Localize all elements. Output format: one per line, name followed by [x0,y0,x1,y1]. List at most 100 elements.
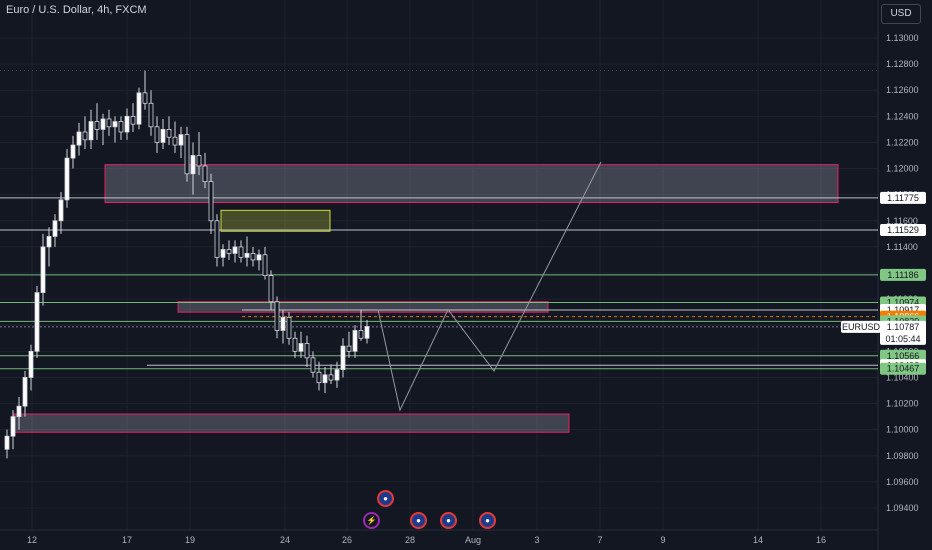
zone-rect [220,209,331,232]
x-tick-label: 17 [122,535,132,545]
candle-body [166,128,172,138]
candle-body [190,155,196,175]
candle-body [148,102,154,128]
candle-body [136,92,142,125]
candle-body [112,121,118,128]
y-tick-label: 1.12200 [886,137,919,147]
y-tick-label: 1.13000 [886,33,919,43]
candle-body [10,416,16,437]
candle-body [334,369,340,381]
candle-body [154,126,160,143]
level-badge-text: 1.11186 [887,270,918,280]
candle-body [286,316,292,339]
y-tick-label: 1.11400 [886,242,918,252]
candle-body [82,131,88,141]
candle-body [268,275,274,303]
current-price-badge [880,320,926,345]
countdown-text: 01:05:44 [885,334,920,344]
x-tick-label: 16 [816,535,826,545]
x-tick-label: 28 [405,535,415,545]
candle-body [340,345,346,371]
x-tick-label: 26 [342,535,352,545]
candle-body [172,136,178,146]
candle-body [40,246,46,293]
candle-body [58,199,64,222]
candle-body [226,249,232,254]
candle-body [274,301,280,331]
y-tick-label: 1.12400 [886,111,919,121]
y-tick-label: 1.12800 [886,59,919,69]
level-badge [880,224,926,237]
candle-body [358,330,364,339]
chart-title: Euro / U.S. Dollar, 4h, FXCM [6,4,147,16]
candle-body [292,337,298,352]
y-tick-label: 1.12000 [886,164,919,174]
y-tick-label: 1.12600 [886,85,919,95]
candle-body [310,357,316,373]
candle-body [364,326,370,339]
level-badge [880,362,926,375]
candle-body [256,254,262,261]
candle-body [214,220,220,258]
candle-body [250,253,256,261]
candle-body [196,155,202,167]
candle-body [76,131,82,146]
candle-body [280,316,286,331]
candle-body [4,435,10,450]
candle-body [178,134,184,146]
y-tick-label: 1.10000 [886,425,919,435]
candle-body [22,377,28,407]
level-badge-text: 1.10917 [887,305,920,315]
y-tick-label: 1.09600 [886,477,919,487]
eu-flag-icon[interactable]: ● [479,512,496,529]
candle-body [130,115,136,125]
level-badge-text: 1.11775 [887,193,919,203]
lightning-icon[interactable]: ⚡ [363,512,380,529]
candle-body [52,220,58,237]
level-badge-text: 1.10974 [887,298,920,308]
y-tick-label: 1.10200 [886,399,919,409]
x-tick-label: 19 [185,535,195,545]
candle-body [328,374,334,381]
zone-rect [177,301,549,313]
candle-body [202,165,208,183]
symbol-badge-text: EURUSD [842,322,881,332]
candle-body [124,115,130,133]
symbol-badge [841,320,881,333]
zone-rect [104,164,839,203]
candle-body [142,92,148,104]
level-badge-text: 1.10467 [887,364,920,374]
projection-path [377,161,602,412]
candle-body [184,134,190,175]
current-price-text: 1.10787 [887,322,920,332]
candle-body [88,121,94,141]
y-tick-label: 1.11600 [886,216,918,226]
candle-body [118,121,124,133]
candle-body [64,157,70,201]
eu-flag-icon[interactable]: ● [410,512,427,529]
candle-body [232,246,238,254]
x-tick-label: 12 [27,535,37,545]
level-badge-text: 1.11529 [887,225,919,235]
candle-body [322,374,328,384]
candle-body [94,121,100,130]
candle-body [220,249,226,258]
level-badge [880,268,926,281]
currency-button[interactable]: USD [881,4,921,24]
candle-body [262,254,268,277]
y-tick-label: 1.09800 [886,451,919,461]
us-flag-icon[interactable]: ● [377,490,394,507]
candle-body [70,144,76,159]
level-badge [880,191,926,204]
x-tick-label: Aug [465,535,481,545]
x-tick-label: 9 [660,535,665,545]
x-tick-label: 24 [280,535,290,545]
us-flag-icon[interactable]: ● [440,512,457,529]
level-badge-text: 1.10566 [887,351,920,361]
zone-rect [13,413,570,433]
candle-body [244,253,250,258]
x-tick-label: 7 [597,535,602,545]
candle-body [16,405,22,418]
candle-body [298,343,304,352]
